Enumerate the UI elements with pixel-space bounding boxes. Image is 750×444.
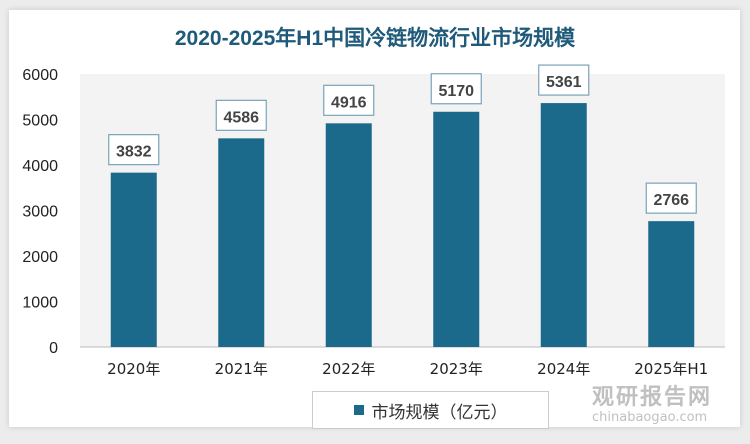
- data-label: 4916: [331, 94, 367, 111]
- y-tick-label: 4000: [22, 158, 58, 175]
- data-label-box: [108, 134, 160, 166]
- x-tick-label: 2024年: [537, 360, 590, 378]
- data-label-box: [215, 99, 267, 131]
- legend: 市场规模（亿元）: [312, 391, 549, 429]
- data-label-box: [645, 182, 697, 214]
- x-tick-label: 2020年: [107, 360, 160, 378]
- plot-area: [80, 74, 725, 347]
- watermark-url: chinabaogao.com: [592, 410, 708, 426]
- bar: [110, 172, 157, 347]
- y-tick-label: 3000: [22, 204, 58, 221]
- data-label: 5361: [546, 74, 582, 91]
- data-label-box: [430, 73, 482, 105]
- data-label-box: [323, 84, 375, 116]
- data-label: 4586: [223, 109, 259, 126]
- x-tick-label: 2023年: [430, 360, 483, 378]
- bar: [325, 123, 372, 348]
- y-tick-label: 2000: [22, 249, 58, 266]
- x-tick-label: 2022年: [322, 360, 375, 378]
- legend-label: 市场规模（亿元）: [371, 402, 508, 423]
- bar: [433, 111, 480, 347]
- data-label: 3832: [116, 144, 152, 161]
- y-tick-label: 1000: [22, 295, 58, 312]
- watermark: 观研报告网 chinabaogao.com: [592, 385, 713, 426]
- chart-title: 2020-2025年H1中国冷链物流行业市场规模: [174, 27, 576, 50]
- y-tick-label: 0: [49, 340, 58, 357]
- legend-swatch: [353, 405, 364, 415]
- bar: [540, 103, 587, 348]
- y-tick-label: 6000: [22, 67, 58, 84]
- data-label: 2766: [653, 192, 689, 209]
- y-tick-label: 5000: [22, 113, 58, 130]
- bar: [218, 138, 265, 347]
- bar: [648, 221, 695, 347]
- data-label-box: [538, 64, 590, 96]
- data-label: 5170: [438, 83, 474, 100]
- x-tick-label: 2021年: [215, 360, 268, 378]
- x-tick-label: 2025年H1: [634, 360, 708, 378]
- watermark-name: 观研报告网: [592, 385, 713, 410]
